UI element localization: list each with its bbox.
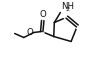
Text: O: O — [40, 10, 46, 19]
Text: O: O — [26, 28, 33, 37]
Text: NH: NH — [60, 2, 73, 11]
Text: 2: 2 — [65, 7, 69, 12]
